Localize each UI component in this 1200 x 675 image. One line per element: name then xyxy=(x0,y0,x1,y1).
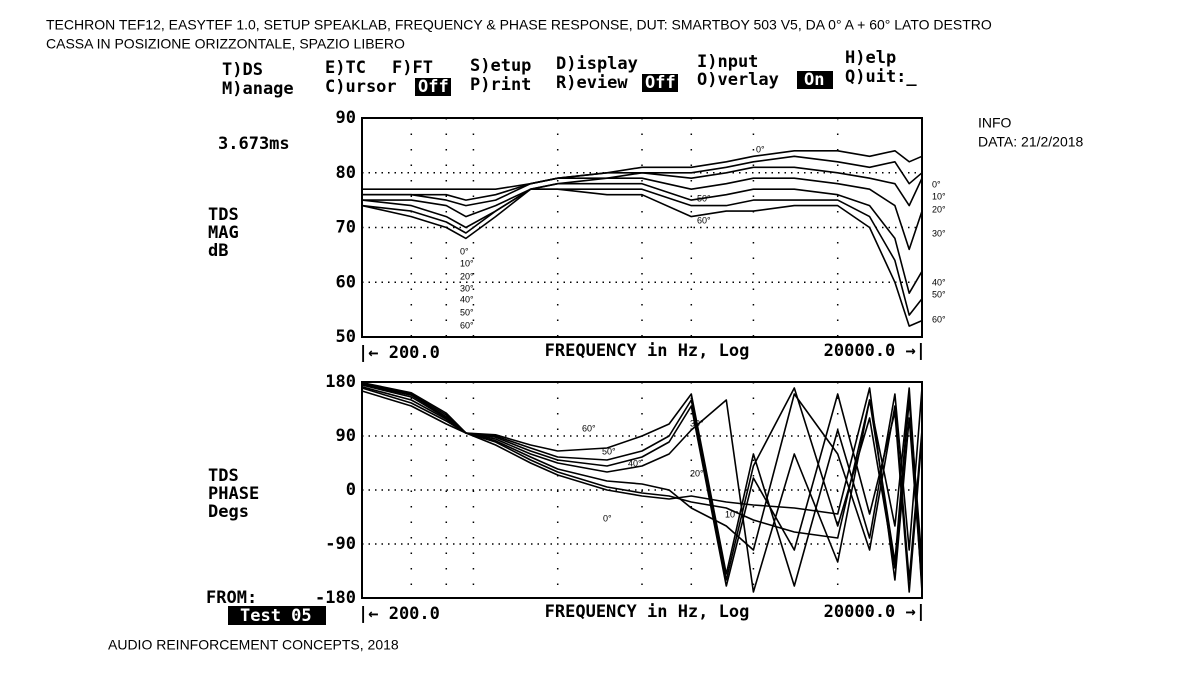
y-axis-label: PHASE xyxy=(208,484,259,504)
curve xyxy=(361,381,923,587)
annotation: 0° xyxy=(603,513,612,523)
annotation: 0° xyxy=(756,144,765,154)
menu-item: S)etup xyxy=(470,56,531,76)
annotation: 60° xyxy=(697,215,711,225)
menu-item: H)elp xyxy=(845,48,896,68)
annotation: 40° xyxy=(932,277,946,287)
annotation: 0° xyxy=(460,246,469,256)
y-tick-label: 180 xyxy=(325,372,356,392)
annotation: 40° xyxy=(460,294,474,304)
annotation: 60° xyxy=(932,314,946,324)
curve xyxy=(362,155,923,201)
info-title: INFO xyxy=(978,115,1012,131)
x-axis-label: FREQUENCY in Hz, Log xyxy=(545,341,750,361)
annotation: 50° xyxy=(460,307,474,317)
annotation: 60° xyxy=(582,423,596,433)
curve xyxy=(362,166,923,207)
annotation: 20° xyxy=(460,271,474,281)
menu-state: On xyxy=(804,70,824,90)
menu-item: O)verlay xyxy=(697,70,779,90)
menu-item: I)nput xyxy=(697,52,758,72)
header-line: CASSA IN POSIZIONE ORIZZONTALE, SPAZIO L… xyxy=(46,36,405,52)
file-name: Test 05 xyxy=(240,606,312,626)
x-end-label: 20000.0 →| xyxy=(824,341,926,361)
x-start-label: |← 200.0 xyxy=(358,604,440,624)
y-axis-label: Degs xyxy=(208,502,249,522)
annotation: 30° xyxy=(460,283,474,293)
curve xyxy=(362,177,923,251)
annotation: 10° xyxy=(725,509,739,519)
y-tick-label: 0 xyxy=(346,480,356,500)
annotation: 20° xyxy=(932,204,946,214)
y-axis-label: MAG xyxy=(208,223,239,243)
menu-state: Off xyxy=(645,73,676,93)
y-tick-label: 80 xyxy=(336,163,356,183)
file-box xyxy=(228,606,326,625)
menu: T)DS M)anage E)TC F)FT C)ursor Off S)etu… xyxy=(206,48,917,626)
menu-item: M)anage xyxy=(222,79,294,99)
y-tick-label: 90 xyxy=(336,426,356,446)
menu-item: T)DS xyxy=(222,60,263,80)
footer: AUDIO REINFORCEMENT CONCEPTS, 2018 xyxy=(108,637,399,653)
header-line: TECHRON TEF12, EASYTEF 1.0, SETUP SPEAKL… xyxy=(46,17,992,33)
annotation: 10° xyxy=(932,191,946,201)
x-axis-label: FREQUENCY in Hz, Log xyxy=(545,602,750,622)
y-tick-label: 60 xyxy=(336,272,356,292)
annotation: 50° xyxy=(602,446,616,456)
menu-item: F)FT xyxy=(392,58,433,78)
annotation: 50° xyxy=(932,289,946,299)
curve xyxy=(361,188,923,327)
y-axis-label: dB xyxy=(208,241,228,261)
annotation: 40° xyxy=(628,458,642,468)
annotation: 0° xyxy=(932,179,941,189)
y-tick-label: -90 xyxy=(325,534,356,554)
curve xyxy=(361,182,923,294)
state-box xyxy=(415,78,451,96)
curve xyxy=(362,150,923,190)
menu-item: P)rint xyxy=(470,75,531,95)
y-tick-label: -180 xyxy=(315,588,356,608)
menu-item: Q)uit:_ xyxy=(845,67,917,87)
annotation: 60° xyxy=(460,320,474,330)
cursor-time: 3.673ms xyxy=(218,134,290,154)
x-end-label: 20000.0 →| xyxy=(824,602,926,622)
annotation: 30° xyxy=(932,228,946,238)
menu-item: D)isplay xyxy=(556,54,638,74)
curve xyxy=(361,188,923,316)
annotation: 10° xyxy=(460,258,474,268)
annotation: 20° xyxy=(690,468,704,478)
menu-item: E)TC xyxy=(325,58,366,78)
menu-item: C)ursor xyxy=(325,77,397,97)
info-date: DATA: 21/2/2018 xyxy=(978,134,1084,150)
y-axis-label: TDS xyxy=(208,205,239,225)
menu-item: R)eview xyxy=(556,73,628,93)
y-axis-label: TDS xyxy=(208,466,239,486)
y-tick-label: 70 xyxy=(336,218,356,238)
y-tick-label: 50 xyxy=(336,327,356,347)
state-box xyxy=(642,74,678,92)
from-label: FROM: xyxy=(206,588,257,608)
y-tick-label: 90 xyxy=(336,108,356,128)
x-start-label: |← 200.0 xyxy=(358,343,440,363)
menu-state: Off xyxy=(418,77,449,97)
state-box xyxy=(797,71,833,89)
